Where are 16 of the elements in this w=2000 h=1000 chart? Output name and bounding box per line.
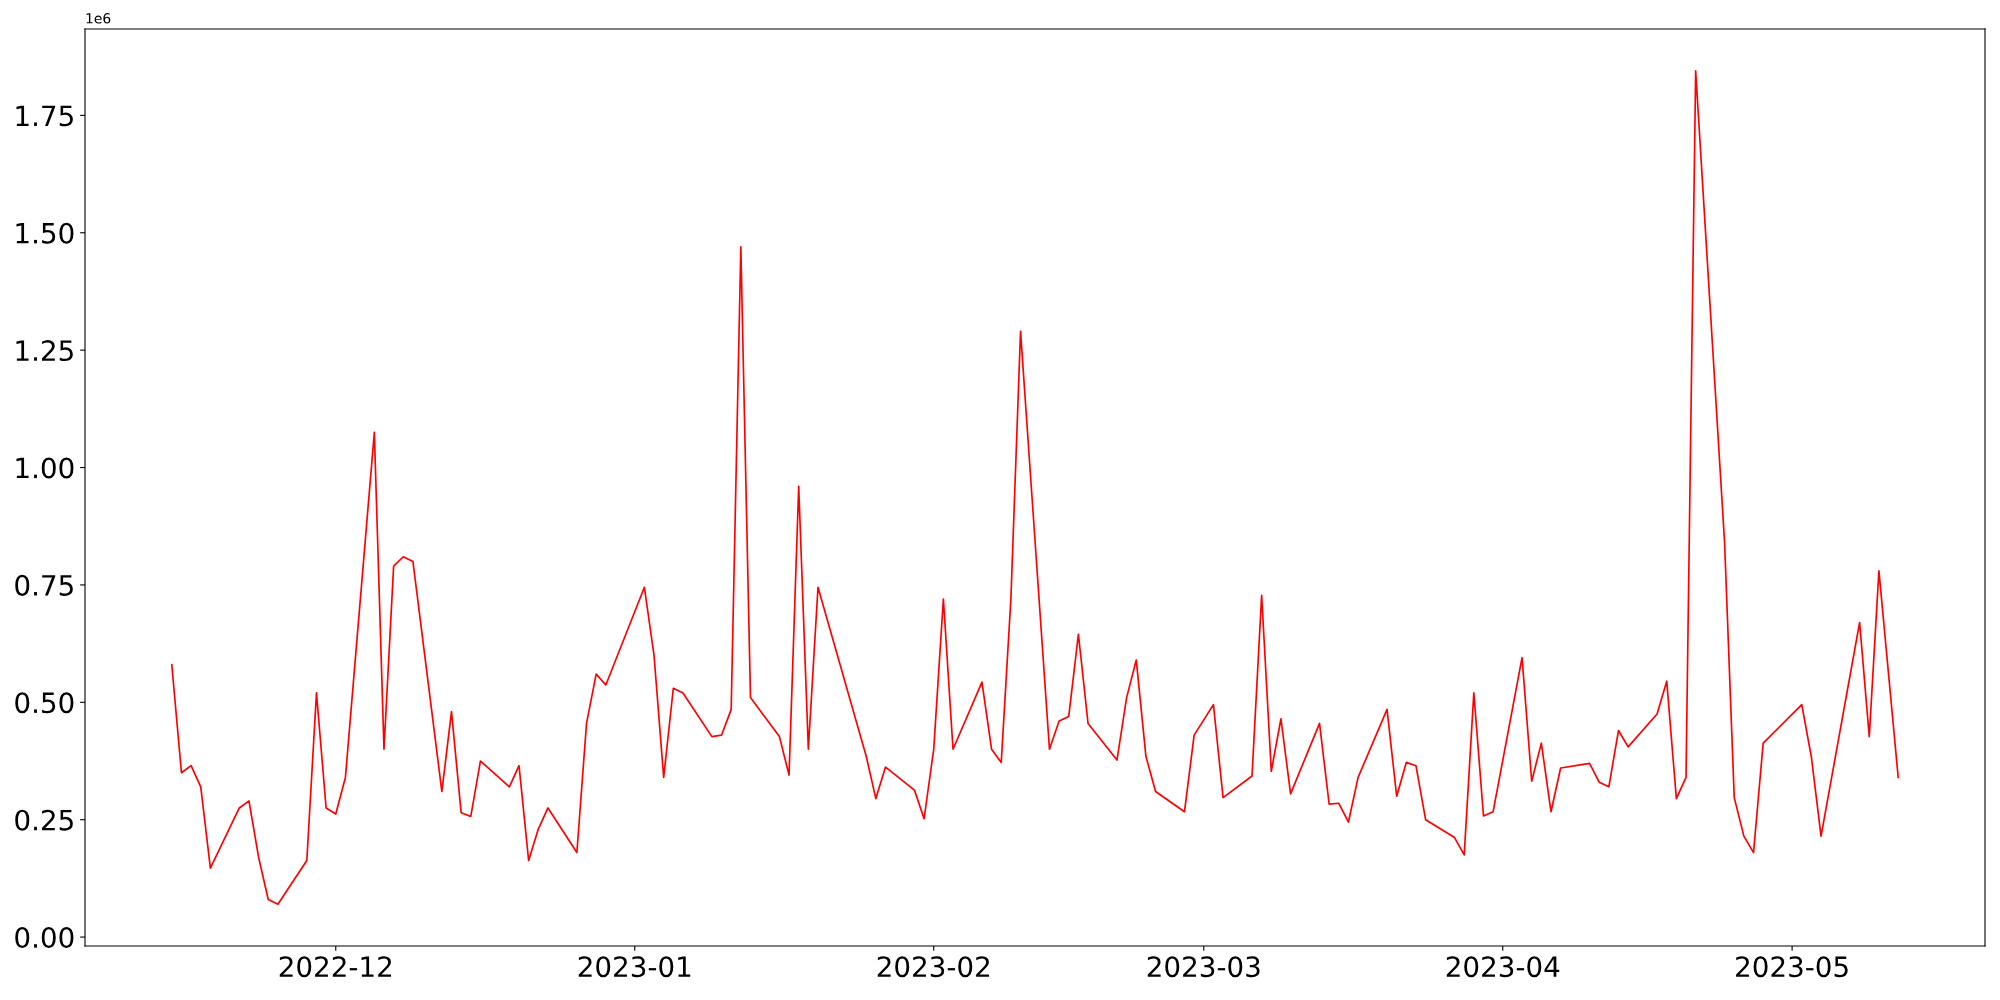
x-tick-label: 2023-03 <box>1147 956 1260 978</box>
y-tick-label: 1.00 <box>16 457 74 479</box>
x-tick-label: 2023-05 <box>1736 956 1848 978</box>
x-tick-label: 2022-12 <box>279 956 392 978</box>
x-tick-label: 2023-04 <box>1446 956 1560 978</box>
y-tick-label: 0.50 <box>15 692 74 714</box>
y-tick-label: 1.75 <box>16 105 73 127</box>
y-tick-label: 0.00 <box>15 927 74 949</box>
y-tick-label: 1.50 <box>16 222 74 244</box>
y-tick-label: 0.75 <box>15 574 73 596</box>
text: 1e6 <box>86 13 111 24</box>
x-tick-label: 2023-02 <box>877 956 989 978</box>
y-tick-label: 0.25 <box>15 809 73 831</box>
line-series <box>170 69 1900 906</box>
x-tick-label: 2023-01 <box>578 956 691 978</box>
y-tick-label: 1.25 <box>16 340 73 362</box>
